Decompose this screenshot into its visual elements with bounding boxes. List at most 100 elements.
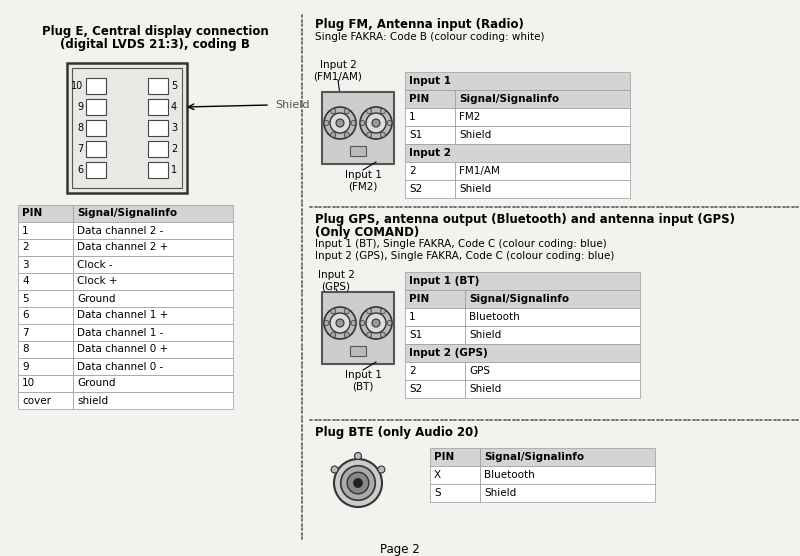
Text: Shield: Shield bbox=[459, 130, 491, 140]
Circle shape bbox=[366, 113, 386, 133]
Circle shape bbox=[366, 332, 372, 337]
Bar bbox=[148, 162, 168, 178]
Text: S: S bbox=[434, 488, 441, 498]
Circle shape bbox=[366, 313, 386, 333]
Text: 9: 9 bbox=[22, 361, 29, 371]
Bar bbox=[148, 141, 168, 157]
Circle shape bbox=[351, 121, 356, 126]
Text: Shield: Shield bbox=[484, 488, 516, 498]
Text: 2: 2 bbox=[22, 242, 29, 252]
Text: Bluetooth: Bluetooth bbox=[484, 470, 534, 480]
Bar bbox=[86, 78, 106, 94]
Text: 8: 8 bbox=[77, 123, 83, 133]
Bar bbox=[455, 162, 630, 180]
Text: 6: 6 bbox=[77, 165, 83, 175]
Bar bbox=[86, 120, 106, 136]
Text: 7: 7 bbox=[22, 327, 29, 337]
Text: Input 2
(FM1/AM): Input 2 (FM1/AM) bbox=[314, 60, 362, 82]
Text: Input 1 (BT), Single FAKRA, Code C (colour coding: blue): Input 1 (BT), Single FAKRA, Code C (colo… bbox=[315, 239, 606, 249]
Circle shape bbox=[354, 479, 362, 487]
Circle shape bbox=[366, 309, 372, 314]
Text: 1: 1 bbox=[22, 226, 29, 236]
Circle shape bbox=[378, 466, 385, 473]
Circle shape bbox=[334, 459, 382, 507]
Text: Plug GPS, antenna output (Bluetooth) and antenna input (GPS): Plug GPS, antenna output (Bluetooth) and… bbox=[315, 213, 735, 226]
Bar bbox=[465, 326, 640, 344]
Bar bbox=[405, 180, 455, 198]
Bar bbox=[73, 290, 233, 307]
Text: Input 1
(FM2): Input 1 (FM2) bbox=[345, 170, 382, 192]
Bar bbox=[430, 484, 480, 502]
Text: Input 2 (GPS): Input 2 (GPS) bbox=[409, 348, 488, 358]
Circle shape bbox=[344, 332, 350, 337]
Bar bbox=[73, 375, 233, 392]
Bar bbox=[73, 256, 233, 273]
Text: Page 2: Page 2 bbox=[380, 543, 420, 556]
Circle shape bbox=[344, 132, 350, 137]
Circle shape bbox=[324, 107, 356, 139]
Text: 4: 4 bbox=[22, 276, 29, 286]
Circle shape bbox=[380, 309, 386, 314]
Circle shape bbox=[380, 332, 386, 337]
Text: 8: 8 bbox=[22, 345, 29, 355]
Bar bbox=[18, 375, 73, 392]
Circle shape bbox=[336, 319, 344, 327]
Text: PIN: PIN bbox=[434, 452, 454, 462]
Bar bbox=[73, 273, 233, 290]
Text: PIN: PIN bbox=[22, 208, 42, 219]
Circle shape bbox=[387, 121, 392, 126]
Text: 2: 2 bbox=[171, 144, 178, 154]
Text: Clock +: Clock + bbox=[77, 276, 118, 286]
Circle shape bbox=[336, 119, 344, 127]
Bar bbox=[480, 466, 655, 484]
Text: 1: 1 bbox=[171, 165, 177, 175]
Text: Data channel 0 -: Data channel 0 - bbox=[77, 361, 163, 371]
Text: Bluetooth: Bluetooth bbox=[469, 312, 520, 322]
Bar bbox=[350, 146, 366, 156]
Text: S2: S2 bbox=[409, 184, 422, 194]
Circle shape bbox=[372, 119, 380, 127]
Circle shape bbox=[380, 132, 386, 137]
Text: Single FAKRA: Code B (colour coding: white): Single FAKRA: Code B (colour coding: whi… bbox=[315, 32, 545, 42]
Bar bbox=[18, 222, 73, 239]
Text: Data channel 1 +: Data channel 1 + bbox=[77, 310, 168, 320]
Bar bbox=[322, 92, 394, 164]
Circle shape bbox=[341, 466, 375, 500]
Circle shape bbox=[344, 309, 350, 314]
Bar bbox=[455, 126, 630, 144]
Bar bbox=[18, 290, 73, 307]
Bar bbox=[73, 341, 233, 358]
Bar bbox=[405, 380, 465, 398]
Bar bbox=[18, 256, 73, 273]
Bar bbox=[455, 108, 630, 126]
Bar bbox=[18, 205, 73, 222]
Bar bbox=[73, 324, 233, 341]
Text: Plug BTE (only Audio 20): Plug BTE (only Audio 20) bbox=[315, 426, 478, 439]
Bar bbox=[465, 362, 640, 380]
Text: (Only COMAND): (Only COMAND) bbox=[315, 226, 419, 239]
Bar bbox=[72, 68, 182, 188]
Circle shape bbox=[330, 113, 350, 133]
Circle shape bbox=[330, 313, 350, 333]
Text: S1: S1 bbox=[409, 130, 422, 140]
Text: Data channel 2 +: Data channel 2 + bbox=[77, 242, 168, 252]
Circle shape bbox=[330, 332, 336, 337]
Text: 3: 3 bbox=[171, 123, 177, 133]
Text: Signal/Signalinfo: Signal/Signalinfo bbox=[484, 452, 584, 462]
Text: Input 2 (GPS), Single FAKRA, Code C (colour coding: blue): Input 2 (GPS), Single FAKRA, Code C (col… bbox=[315, 251, 614, 261]
Bar bbox=[405, 162, 455, 180]
Text: Shield: Shield bbox=[469, 384, 502, 394]
Text: 6: 6 bbox=[22, 310, 29, 320]
Text: Ground: Ground bbox=[77, 379, 115, 389]
Bar bbox=[455, 90, 630, 108]
Text: Shield: Shield bbox=[275, 100, 310, 110]
Circle shape bbox=[366, 132, 372, 137]
Circle shape bbox=[331, 466, 338, 473]
Text: Input 1
(BT): Input 1 (BT) bbox=[345, 370, 382, 391]
Text: 1: 1 bbox=[409, 112, 416, 122]
Bar bbox=[405, 308, 465, 326]
Circle shape bbox=[360, 320, 365, 325]
Text: Input 2: Input 2 bbox=[409, 148, 451, 158]
Bar bbox=[405, 72, 630, 90]
Circle shape bbox=[360, 307, 392, 339]
